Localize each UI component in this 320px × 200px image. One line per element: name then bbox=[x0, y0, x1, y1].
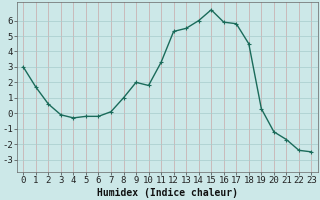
X-axis label: Humidex (Indice chaleur): Humidex (Indice chaleur) bbox=[97, 188, 238, 198]
